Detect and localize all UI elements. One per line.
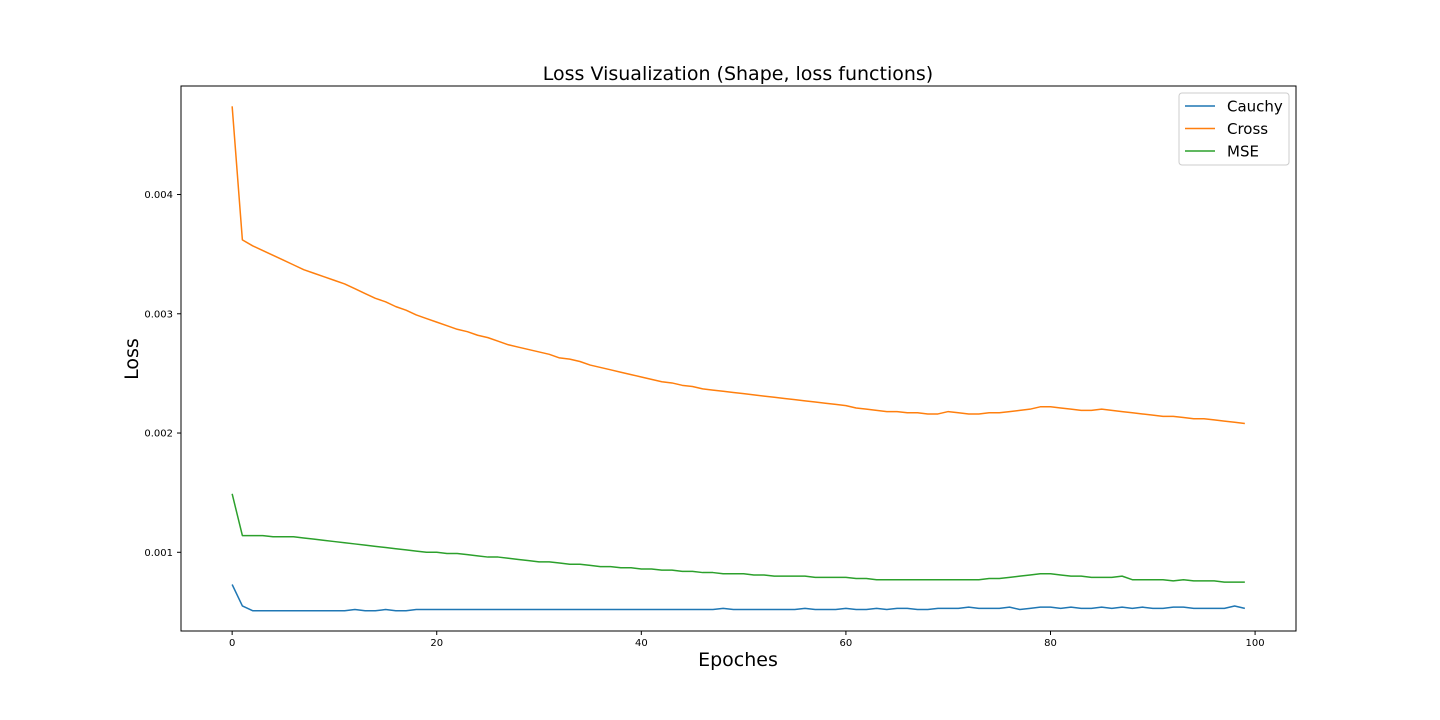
y-axis-ticks: 0.001 0.002 0.003 0.004	[144, 190, 181, 559]
series-line-cross	[231, 106, 1245, 425]
legend-box	[1178, 92, 1290, 166]
x-axis-ticks: 0 20 40 60 80 100	[229, 631, 1265, 649]
plot-frame	[180, 85, 1297, 632]
legend-label-mse: MSE	[1227, 143, 1259, 161]
x-tick-label: 80	[1044, 638, 1057, 649]
y-axis-label: Loss	[121, 338, 143, 380]
y-tick-label: 0.003	[144, 309, 173, 320]
x-tick-label: 40	[635, 638, 648, 649]
legend-label-cauchy: Cauchy	[1227, 98, 1283, 116]
chart-title: Loss Visualization (Shape, loss function…	[543, 63, 933, 85]
x-tick-label: 0	[229, 638, 235, 649]
y-tick-label: 0.004	[144, 190, 173, 201]
series-line-mse	[231, 493, 1245, 583]
x-axis-label: Epoches	[698, 649, 778, 671]
y-tick-label: 0.002	[144, 429, 173, 440]
series-line-cauchy	[231, 584, 1246, 612]
legend-label-cross: Cross	[1227, 120, 1268, 138]
y-tick-label: 0.001	[144, 548, 173, 559]
x-tick-label: 100	[1246, 638, 1265, 649]
legend: Cauchy Cross MSE	[1178, 92, 1290, 166]
series-layer	[231, 106, 1246, 612]
x-tick-label: 60	[840, 638, 853, 649]
x-tick-label: 20	[430, 638, 443, 649]
